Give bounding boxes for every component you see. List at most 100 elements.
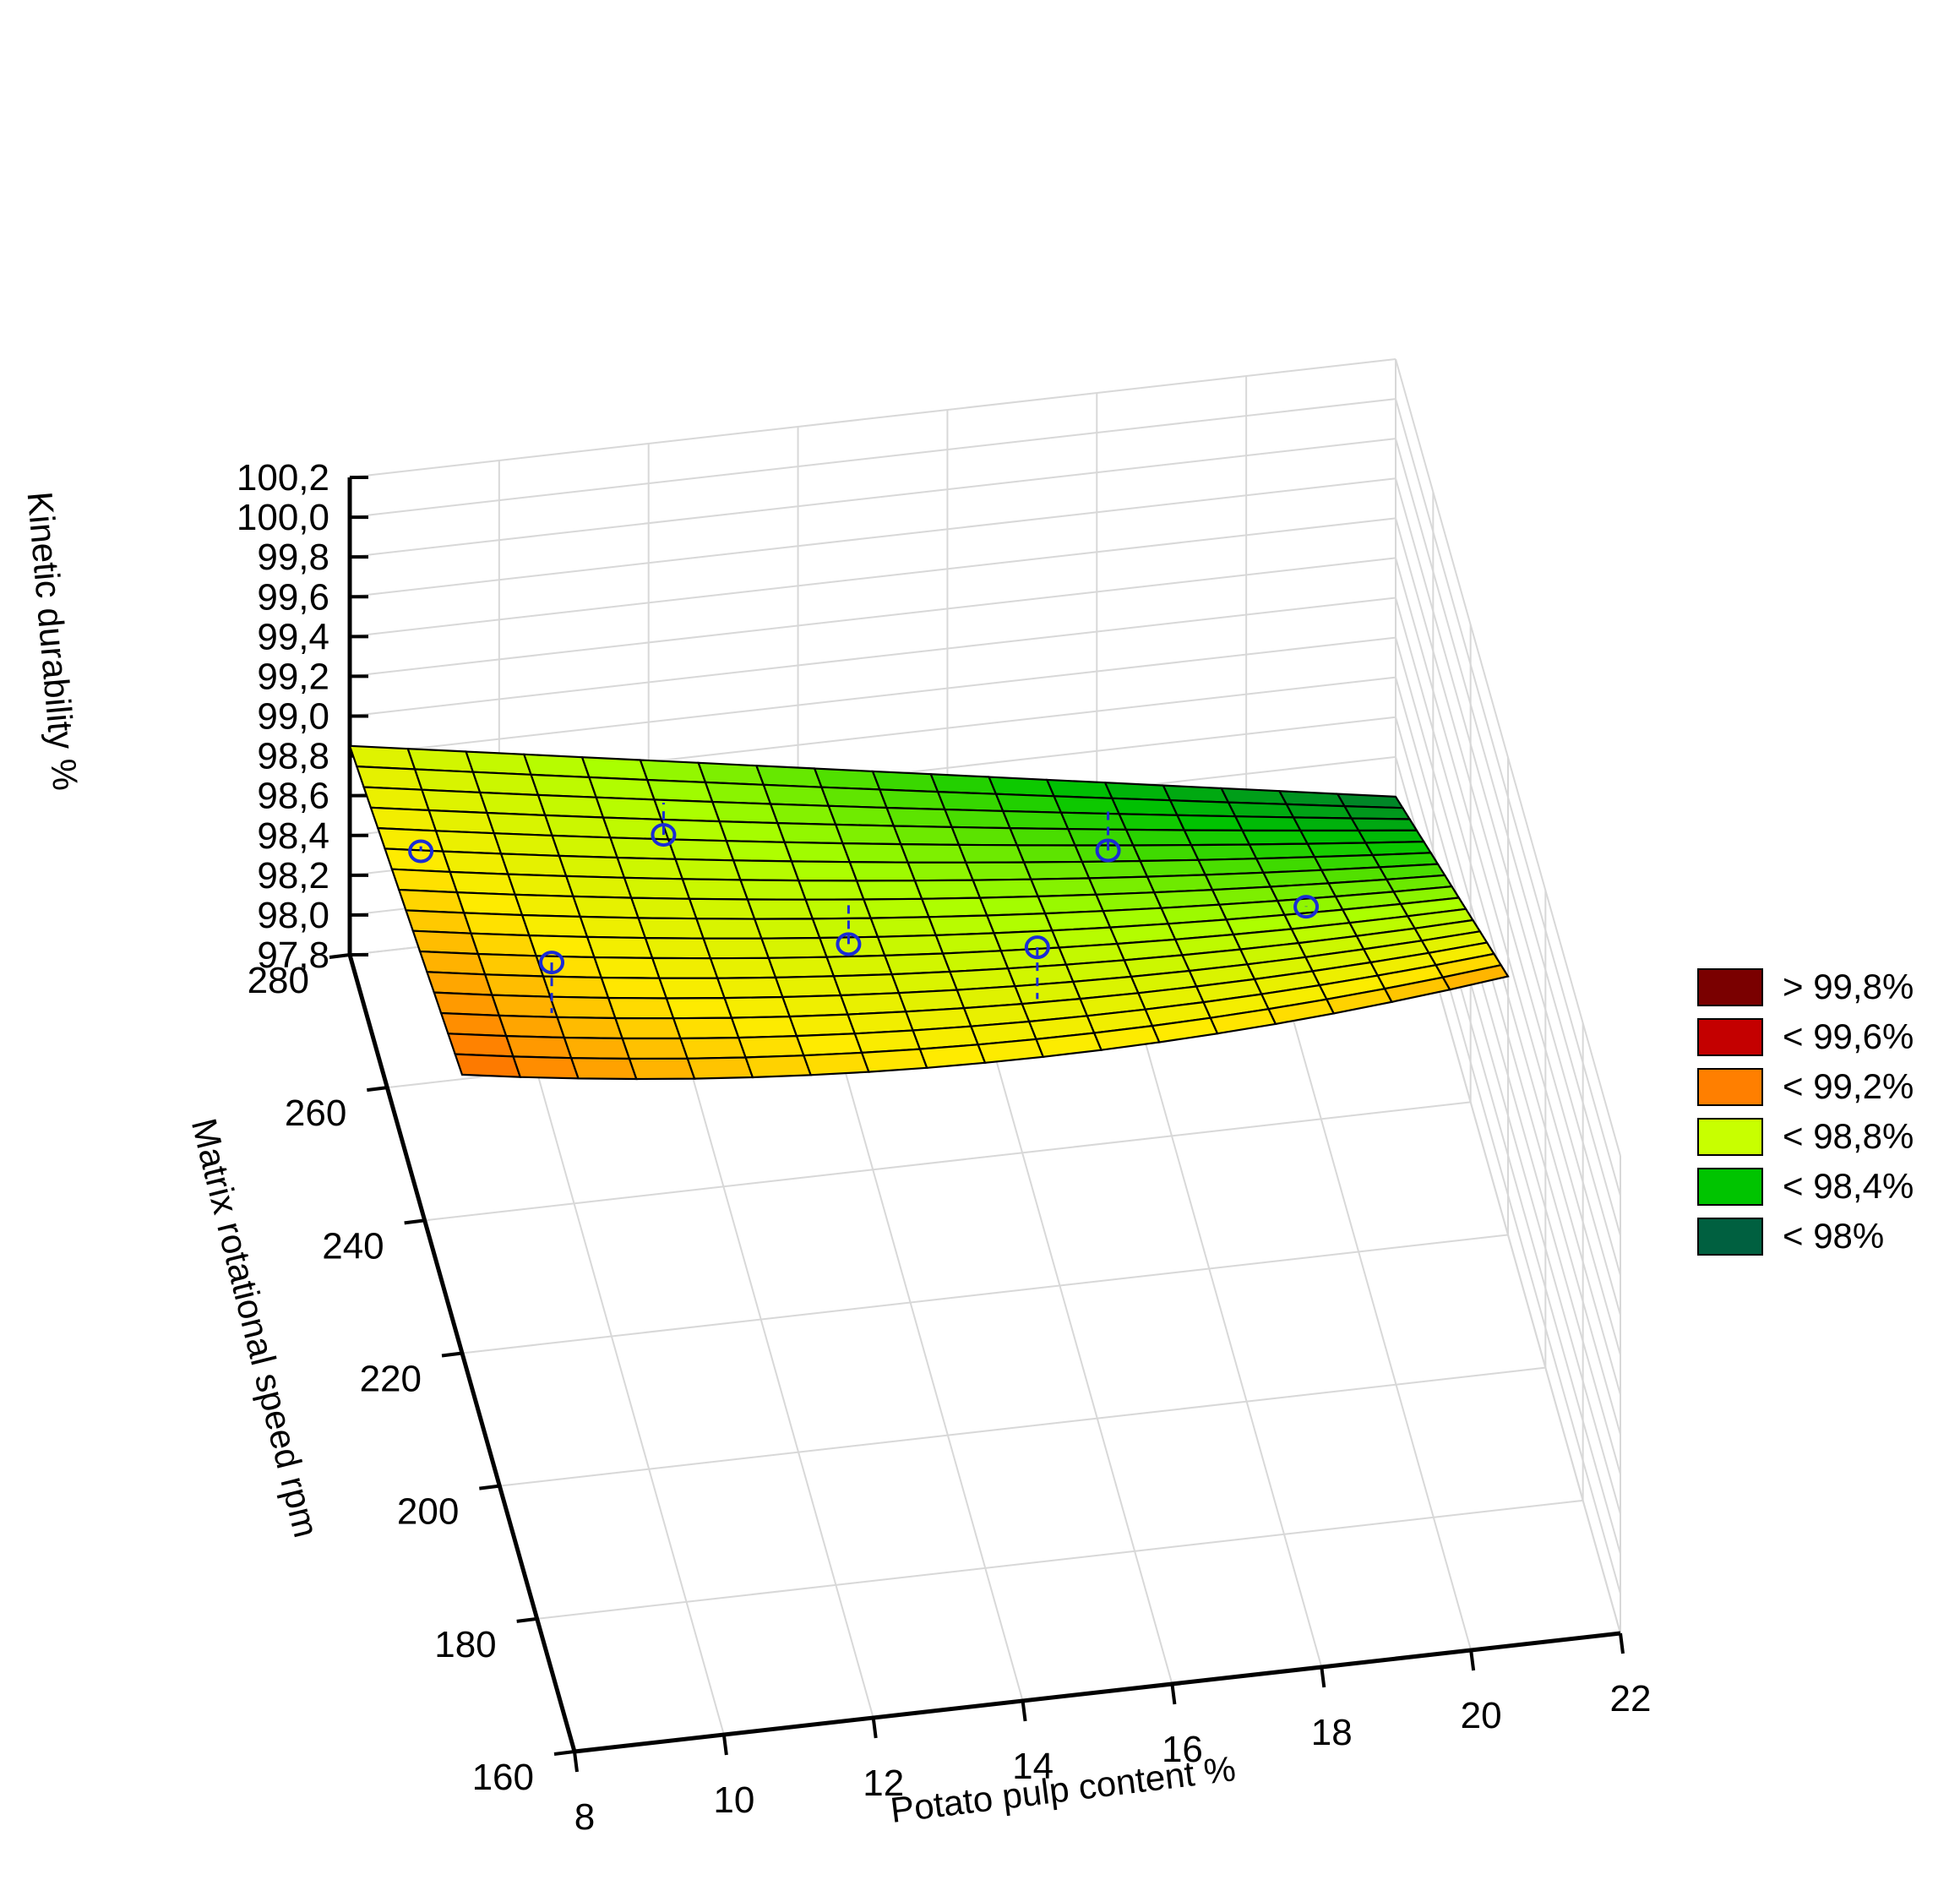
surface-cell xyxy=(746,898,814,920)
surface-cell xyxy=(1183,829,1251,847)
surface-cell xyxy=(471,771,540,797)
surface-cell xyxy=(623,876,691,900)
surface-cell xyxy=(645,778,714,804)
y-tick xyxy=(404,1218,425,1225)
x-tick xyxy=(1619,1632,1625,1654)
x-axis-title: Potato pulp content % xyxy=(888,1748,1238,1830)
surface-cell xyxy=(832,973,901,997)
y-tick xyxy=(367,1086,388,1093)
surface-cell xyxy=(1124,828,1193,847)
x-tick-label: 20 xyxy=(1461,1695,1502,1736)
surface-cell xyxy=(585,935,654,960)
x-tick xyxy=(871,1717,878,1739)
back-wall-grid-line xyxy=(349,636,1396,757)
z-tick-label: 98,4 xyxy=(257,815,329,857)
legend-swatch xyxy=(1697,1068,1763,1106)
surface-cell xyxy=(1233,815,1303,832)
x-tick-label: 8 xyxy=(574,1796,595,1838)
z-tick-label: 98,2 xyxy=(257,855,329,896)
x-tick xyxy=(573,1751,579,1773)
surface-cell xyxy=(913,879,982,900)
surface-cell xyxy=(709,956,777,979)
surface-cell xyxy=(1168,799,1238,818)
surface-cell xyxy=(716,976,784,1000)
surface-cell xyxy=(723,995,792,1019)
surface-cell xyxy=(607,996,675,1020)
surface-cell xyxy=(418,950,487,976)
surface-cell xyxy=(613,1016,683,1040)
surface-cell xyxy=(876,934,945,957)
z-tick-label: 97,8 xyxy=(257,935,329,976)
surface-cell xyxy=(454,1053,522,1078)
legend-label: < 99,2% xyxy=(1783,1066,1914,1106)
floor-grid-line xyxy=(461,1234,1509,1354)
surface-cell xyxy=(1117,813,1186,831)
surface-cell xyxy=(737,1034,805,1059)
surface-cell xyxy=(673,858,743,881)
surface-cell xyxy=(657,977,727,1000)
x-tick xyxy=(721,1734,728,1756)
surface-cell xyxy=(397,888,466,914)
surface-cell xyxy=(595,796,663,821)
surface-cell xyxy=(862,897,931,919)
surface-cell xyxy=(462,912,531,937)
surface-cell xyxy=(802,1051,870,1076)
z-tick-label: 98,0 xyxy=(257,895,329,936)
y-tick xyxy=(553,1750,575,1756)
surface-cell xyxy=(688,897,756,920)
surface-cell xyxy=(579,915,647,940)
surface-cell xyxy=(404,909,473,935)
surface-cell xyxy=(470,932,538,957)
x-tick-label: 18 xyxy=(1311,1712,1353,1753)
surface-cell xyxy=(1298,829,1368,845)
x-tick xyxy=(1021,1700,1027,1722)
surface-cell xyxy=(725,840,793,863)
surface-cell xyxy=(762,783,830,807)
x-tick-label: 14 xyxy=(1012,1746,1054,1787)
right-wall-grid-line xyxy=(1395,518,1621,1316)
surface-cell xyxy=(718,820,787,843)
surface-cell xyxy=(536,793,605,819)
surface-cell xyxy=(678,1036,748,1060)
axes xyxy=(329,476,1625,1773)
surface-cell xyxy=(439,1011,508,1038)
surface-cell xyxy=(527,934,596,959)
surface-cell xyxy=(449,870,517,896)
surface-cell xyxy=(563,1036,631,1060)
legend-label: > 99,8% xyxy=(1783,967,1914,1006)
surface-cell xyxy=(819,786,889,809)
surface-cell xyxy=(1342,804,1412,820)
surface-cell xyxy=(514,893,582,918)
surface-cell xyxy=(790,860,858,882)
legend-swatch xyxy=(1697,1018,1763,1056)
surface-cell xyxy=(943,808,1012,830)
x-tick-label: 22 xyxy=(1610,1678,1652,1719)
back-wall-grid-line xyxy=(349,597,1396,717)
surface-cell xyxy=(520,913,589,939)
surface-cell xyxy=(420,788,489,815)
z-tick-label: 98,8 xyxy=(257,736,329,777)
legend-label: < 99,6% xyxy=(1783,1016,1914,1056)
surface-cell xyxy=(841,842,910,864)
surface-cell xyxy=(783,841,852,864)
surface-cell xyxy=(804,898,873,920)
y-axis-title: Matrix rotational speed rpm xyxy=(184,1114,327,1541)
surface-cell xyxy=(485,811,554,837)
surface-cell xyxy=(1284,803,1353,820)
z-tick-label: 99,8 xyxy=(257,537,329,578)
surface-cell xyxy=(702,937,770,960)
surface-cell xyxy=(1240,829,1309,846)
floor-grid-line xyxy=(424,1101,1471,1222)
surface-cell xyxy=(885,806,954,829)
surface-cell xyxy=(744,1054,813,1079)
surface-cell xyxy=(769,803,837,826)
surface-cell xyxy=(600,976,668,1000)
right-wall-grid-line xyxy=(1395,597,1621,1395)
surface-cell xyxy=(738,879,808,901)
surface-cell xyxy=(629,896,698,920)
surface-cell xyxy=(825,954,894,978)
surface-cell xyxy=(498,1014,566,1039)
y-tick-label: 220 xyxy=(360,1359,422,1400)
